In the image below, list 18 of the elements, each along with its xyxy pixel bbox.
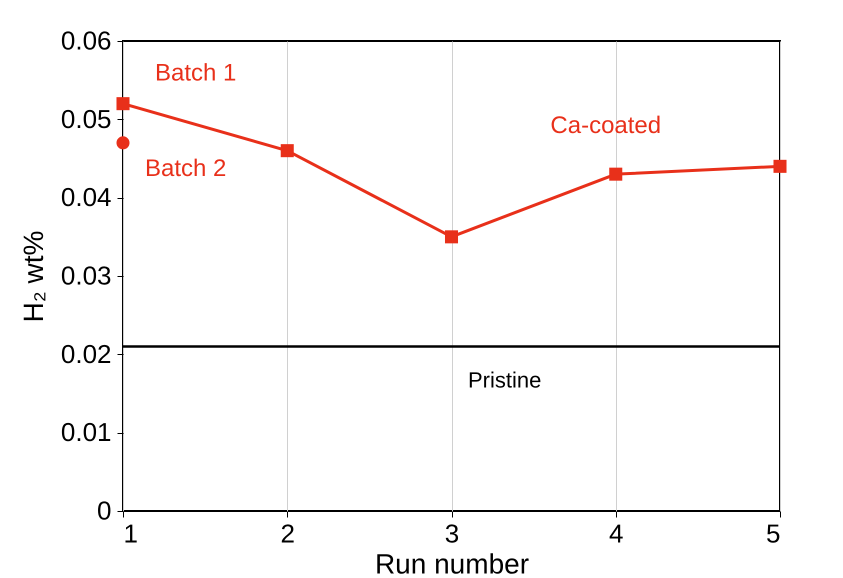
annotation: Batch 1 — [155, 60, 236, 87]
y-tick-label: 0.03 — [60, 260, 112, 290]
y-tick-label: 0.02 — [60, 338, 112, 369]
series-label: Ca-coated — [550, 112, 662, 140]
y-tick-label: 0.06 — [60, 26, 112, 56]
y-axis-title: H₂ wt% — [18, 230, 49, 322]
ref-line-label: Pristine — [468, 368, 542, 392]
y-tick-label: 0 — [97, 496, 112, 526]
y-tick-label: 0.04 — [60, 182, 112, 212]
y-tick-label: 0.01 — [60, 417, 112, 448]
x-tick-label: 3 — [444, 518, 460, 548]
x-tick-label: 4 — [609, 518, 624, 548]
series-label: Batch 2 — [145, 154, 226, 182]
x-tick-label: 1 — [124, 518, 138, 548]
x-tick-label: 5 — [766, 518, 780, 548]
x-axis-title: Run number — [374, 548, 530, 578]
y-tick-label: 0.05 — [60, 104, 112, 134]
x-tick-label: 2 — [280, 518, 295, 548]
